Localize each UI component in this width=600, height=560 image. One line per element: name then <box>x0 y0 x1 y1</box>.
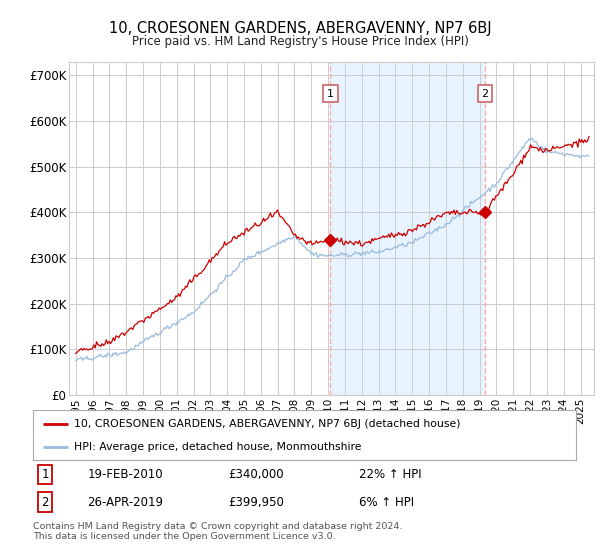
Text: £340,000: £340,000 <box>229 468 284 481</box>
Text: 1: 1 <box>326 88 334 99</box>
Text: 26-APR-2019: 26-APR-2019 <box>88 496 163 508</box>
Text: 2: 2 <box>481 88 488 99</box>
Text: 19-FEB-2010: 19-FEB-2010 <box>88 468 163 481</box>
Text: Contains HM Land Registry data © Crown copyright and database right 2024.
This d: Contains HM Land Registry data © Crown c… <box>33 522 403 542</box>
Text: 10, CROESONEN GARDENS, ABERGAVENNY, NP7 6BJ: 10, CROESONEN GARDENS, ABERGAVENNY, NP7 … <box>109 21 491 36</box>
Text: 6% ↑ HPI: 6% ↑ HPI <box>359 496 414 508</box>
Text: 10, CROESONEN GARDENS, ABERGAVENNY, NP7 6BJ (detached house): 10, CROESONEN GARDENS, ABERGAVENNY, NP7 … <box>74 418 460 428</box>
Text: 22% ↑ HPI: 22% ↑ HPI <box>359 468 421 481</box>
Text: Price paid vs. HM Land Registry's House Price Index (HPI): Price paid vs. HM Land Registry's House … <box>131 35 469 48</box>
Bar <box>330 62 485 395</box>
Text: 1: 1 <box>41 468 49 481</box>
Text: HPI: Average price, detached house, Monmouthshire: HPI: Average price, detached house, Monm… <box>74 442 361 452</box>
Text: £399,950: £399,950 <box>229 496 284 508</box>
Text: 2: 2 <box>41 496 49 508</box>
